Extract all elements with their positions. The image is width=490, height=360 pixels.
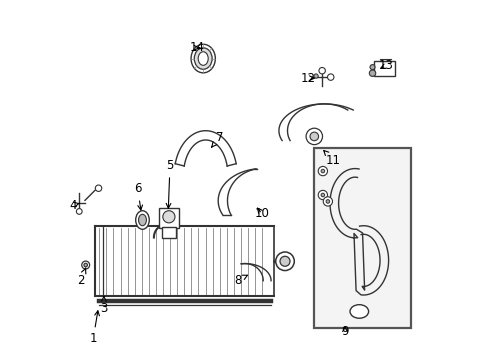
Circle shape xyxy=(326,200,330,203)
Text: 3: 3 xyxy=(100,296,108,315)
Circle shape xyxy=(369,70,376,76)
Text: 9: 9 xyxy=(341,325,349,338)
Circle shape xyxy=(310,132,318,141)
Circle shape xyxy=(82,261,90,269)
Ellipse shape xyxy=(136,211,149,229)
Ellipse shape xyxy=(139,214,147,226)
Circle shape xyxy=(370,64,375,69)
Text: 5: 5 xyxy=(166,159,173,208)
Bar xyxy=(314,148,411,328)
Circle shape xyxy=(319,67,325,74)
Bar xyxy=(159,207,179,228)
Circle shape xyxy=(318,190,327,200)
Ellipse shape xyxy=(198,52,208,65)
Ellipse shape xyxy=(191,44,215,73)
Text: 7: 7 xyxy=(212,131,224,147)
Circle shape xyxy=(84,263,88,267)
Circle shape xyxy=(76,208,82,214)
Circle shape xyxy=(314,74,318,78)
Circle shape xyxy=(327,74,334,80)
Circle shape xyxy=(321,193,325,197)
Circle shape xyxy=(96,185,102,192)
Text: 10: 10 xyxy=(255,207,270,220)
Circle shape xyxy=(318,166,327,176)
Circle shape xyxy=(323,197,333,206)
Text: 11: 11 xyxy=(324,150,341,167)
Circle shape xyxy=(321,169,325,173)
Ellipse shape xyxy=(194,48,212,69)
Text: 1: 1 xyxy=(90,311,99,346)
Text: 8: 8 xyxy=(234,274,247,287)
Text: 6: 6 xyxy=(134,183,143,210)
Bar xyxy=(95,226,273,296)
Text: 12: 12 xyxy=(301,72,316,85)
Ellipse shape xyxy=(350,305,368,318)
Bar xyxy=(162,227,176,238)
Circle shape xyxy=(276,252,294,271)
Text: 2: 2 xyxy=(77,268,86,287)
Circle shape xyxy=(306,128,322,145)
Circle shape xyxy=(280,256,290,266)
Text: 14: 14 xyxy=(189,41,204,54)
Bar xyxy=(374,62,395,76)
Circle shape xyxy=(163,211,175,223)
Text: 4: 4 xyxy=(69,198,79,212)
Text: 13: 13 xyxy=(379,59,393,72)
